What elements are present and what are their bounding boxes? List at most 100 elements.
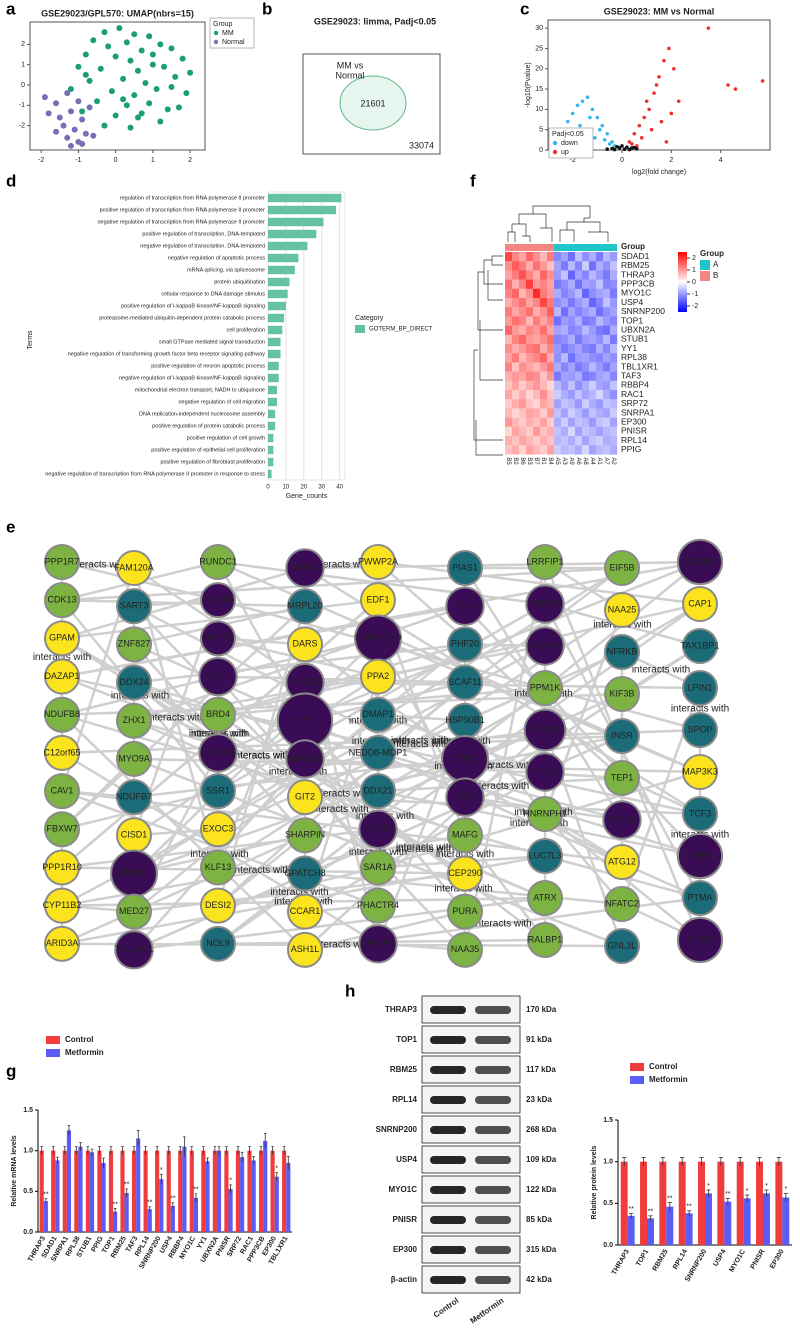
node-label: RUNDC1 [199,556,237,566]
heatmap-cell [519,417,527,427]
size-label: 109 kDa [526,1155,557,1164]
significance: ** [667,1195,673,1202]
edge-label: interacts with [270,887,328,898]
bar [155,1150,160,1232]
point [760,79,765,83]
edge-label: interacts with [147,712,205,723]
heatmap-cell [533,334,541,345]
bar [212,1150,217,1232]
bar [39,1150,44,1232]
heatmap-cell [554,436,562,446]
y-axis-label: -log10(Pvalue) [525,62,532,108]
bar [678,1161,686,1245]
node-label: DARS [292,639,317,649]
heatmap-cell [505,390,513,400]
edge-label: interacts with [69,560,127,571]
point [157,118,164,125]
network-node [682,754,718,790]
heatmap-cell [554,261,562,271]
y-tick-label: small GTPase mediated signal transductio… [159,339,265,345]
network-node [676,538,724,586]
heatmap-cell [582,399,590,409]
point [86,77,93,84]
network-node [287,931,323,968]
network-node [200,773,236,810]
legend-swatch [630,1063,644,1071]
network-node [116,664,152,701]
legend-label: Metformin [65,1048,104,1057]
heatmap-cell [575,288,583,299]
heatmap-cell [547,334,555,345]
network-node [360,658,396,695]
heatmap-cell [540,344,548,354]
edge-label: interacts with [33,652,91,663]
legend-swatch [213,30,219,36]
heatmap-cell [533,307,541,317]
heatmap-cell [540,399,548,409]
y-tick-label: negative regulation of transcription fro… [45,471,265,477]
point [605,131,609,136]
node-label: CAP1 [688,598,712,608]
chart-title: GSE29023/GPL570: UMAP(nbrs=15) [41,8,194,18]
heatmap-cell [526,408,534,418]
heatmap-cell [540,445,548,455]
heatmap-cell [575,298,583,308]
group-annotation [596,244,603,251]
legend-swatch [355,325,365,333]
x-tick-label: 2 [669,157,673,164]
bar [108,1150,114,1232]
network-edge [377,561,623,779]
node-label: SAR1A [363,862,393,872]
heatmap-cell [540,288,548,299]
heatmap-cell [526,371,534,381]
heatmap-cell [610,279,618,289]
heatmap-cell [526,288,534,299]
legend-label: GOTERM_BP_DIRECT [369,327,433,333]
heatmap-cell [526,316,534,326]
row-label: SNRPA1 [621,407,655,417]
bar [120,1150,125,1232]
heatmap-cell [596,252,604,262]
heatmap-cell [603,307,611,317]
heatmap-cell [519,307,527,317]
node-label: ZHX1 [122,715,145,725]
col-label: A7 [603,457,609,465]
heatmap-cell [554,252,562,262]
heatmap-cell [533,270,541,280]
heatmap-cell [512,399,520,409]
blot-band [475,1096,511,1104]
heatmap-cell [568,298,576,308]
point [172,73,179,80]
heatmap-cell [505,298,513,308]
network-edge [61,566,306,640]
row-label: STUB1 [621,334,649,344]
network-node [44,696,80,733]
heatmap-cell [505,445,513,455]
node-label: NEDD8-MDP1 [349,747,408,757]
point [82,71,89,78]
bar [268,409,276,419]
network-node [44,734,80,771]
point [161,63,168,70]
point [82,130,89,137]
group-annotation [575,244,582,251]
network-node [676,916,724,964]
point [590,107,595,112]
heatmap-cell [554,279,562,289]
heatmap-cell [533,408,541,418]
heatmap-cell [589,261,597,271]
group-annotation [519,244,526,251]
node-label: SSR1 [206,785,230,795]
y-tick-label: mitochondrial electron transport, NADH t… [135,387,265,393]
legend-swatch [552,149,558,155]
node-label: INSR [611,730,633,740]
network-node [116,626,152,663]
heatmap-cell [575,362,583,372]
node-label: CCAR1 [290,906,321,916]
point [157,41,164,48]
network-node [287,779,323,816]
bar [235,1150,241,1232]
point [60,122,67,129]
heatmap-cell [582,436,590,446]
x-tick-label: 40 [336,485,343,491]
